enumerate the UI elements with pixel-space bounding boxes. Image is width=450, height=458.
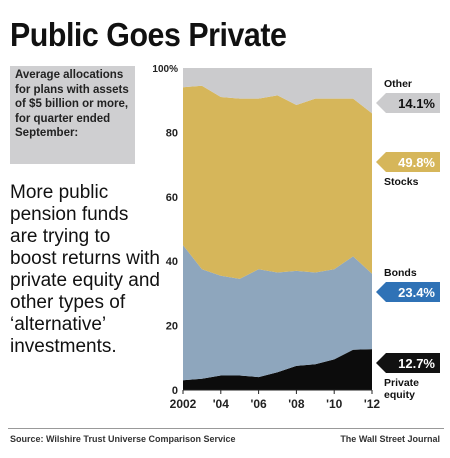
y-tick-label: 60	[166, 192, 178, 204]
headline-text: More public pension funds are trying to …	[10, 182, 160, 357]
callout-bonds	[376, 282, 440, 302]
callout-value-bonds: 23.4%	[398, 285, 435, 300]
callout-label-private-equity: equity	[384, 389, 415, 401]
callout-value-private-equity: 12.7%	[398, 356, 435, 371]
callout-label-stocks: Stocks	[384, 176, 419, 188]
footer-divider	[8, 428, 444, 429]
y-tick-label: 0	[172, 385, 178, 397]
callout-stocks	[376, 152, 440, 172]
area-bonds	[183, 245, 372, 381]
y-tick-label: 100%	[152, 64, 178, 75]
callout-label-bonds: Bonds	[384, 267, 417, 279]
area-other	[183, 68, 372, 114]
x-tick-label: 2002	[170, 397, 197, 411]
area-stocks	[183, 85, 372, 279]
callout-value-stocks: 49.8%	[398, 155, 435, 170]
stacked-area-chart: 0 20 40 60 80 100% 2002 '04 '06 '08 '10 '12 14.1% Oth…	[152, 64, 440, 411]
description-box: Average allocations for plans with asset…	[10, 66, 135, 164]
x-tick-label: '12	[364, 397, 381, 411]
source-note: Source: Wilshire Trust Universe Comparis…	[10, 434, 236, 444]
x-tick-label: '10	[326, 397, 343, 411]
area-private-equity	[183, 349, 372, 390]
x-tick-label: '06	[250, 397, 267, 411]
callout-private-equity	[376, 353, 440, 373]
callout-label-private-equity: Private	[384, 377, 419, 389]
x-tick-label: '04	[213, 397, 230, 411]
callout-value-other: 14.1%	[398, 96, 435, 111]
y-tick-label: 20	[166, 321, 178, 333]
chart-area: 0 20 40 60 80 100% 2002 '04 '06 '08 '10 '12 14.1% Oth…	[150, 60, 450, 430]
y-tick-label: 40	[166, 256, 178, 268]
publisher-credit: The Wall Street Journal	[340, 434, 440, 444]
x-tick-label: '08	[288, 397, 305, 411]
chart-title: Public Goes Private	[10, 16, 287, 53]
y-tick-label: 80	[166, 127, 178, 139]
callout-label-other: Other	[384, 78, 412, 90]
callout-other	[376, 93, 440, 113]
